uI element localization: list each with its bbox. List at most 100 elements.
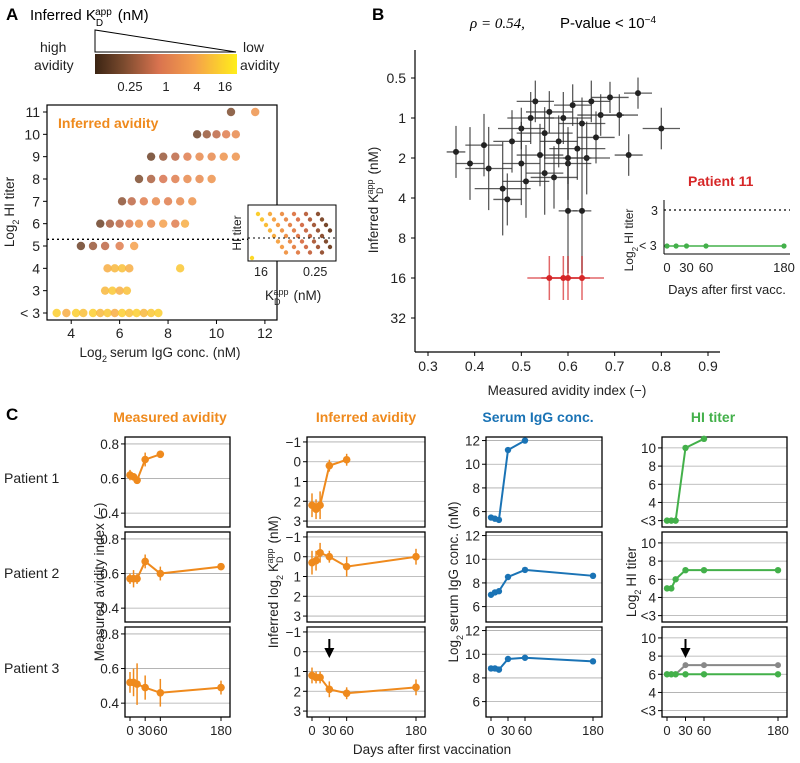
data-point [574, 145, 581, 152]
inset-point [303, 244, 309, 250]
c-series-point [682, 566, 689, 574]
c-series-point [342, 689, 351, 698]
inset-point [283, 217, 289, 222]
c-y-tick-label: 4 [648, 495, 656, 510]
data-point [467, 160, 473, 167]
c-series-point [312, 556, 320, 565]
data-point [658, 125, 665, 132]
c-y-tick-label: 10 [641, 536, 656, 551]
rho-annotation: ρ = 0.54, [469, 16, 525, 32]
b-y-tick-label: 32 [390, 310, 406, 326]
inset-point [315, 228, 321, 233]
data-point [565, 155, 571, 161]
panel-b-ylabel: Inferred KDapp(nM) [365, 147, 385, 254]
c-y-tick-label: 0.6 [100, 472, 119, 487]
c-frame [306, 436, 426, 528]
panel-b-xlabel: Measured avidity index (−) [488, 383, 647, 398]
c-x-tick-label: 180 [405, 723, 427, 738]
inset-point [275, 222, 281, 228]
col-title-hi: HI titer [691, 409, 736, 425]
scatter-point [115, 219, 124, 228]
scatter-point [231, 130, 241, 139]
c-frame [124, 626, 231, 718]
data-point [485, 165, 492, 172]
c-y-tick-label: 10 [465, 647, 480, 662]
pvalue-annotation: P-value < 10−4 [560, 15, 656, 33]
c-series-point [141, 455, 149, 464]
b-x-tick-label: 0.8 [652, 358, 672, 374]
c-x-tick-label: 30 [678, 723, 692, 738]
c-frame [485, 531, 603, 623]
inset-tick-025: 0.25 [303, 265, 327, 279]
c-subplot: −1 0 1 2 3 [286, 530, 426, 624]
c-series-point [316, 501, 324, 510]
x-tick-label: 12 [257, 325, 273, 341]
c-series-point [325, 552, 334, 561]
c-series-point [589, 572, 597, 580]
c-y-tick-label: 1 [293, 475, 301, 490]
c-x-tick-label: 60 [153, 723, 167, 738]
data-point [588, 98, 595, 105]
data-point [481, 142, 487, 149]
y-tick-label: 10 [24, 126, 40, 142]
c-y-tick-label: 0.8 [100, 532, 119, 547]
c-y-tick-label: 10 [465, 457, 480, 472]
c-y-tick-label: 0 [293, 455, 301, 470]
scatter-point [79, 308, 88, 318]
scatter-point [117, 264, 127, 273]
c-y-tick-label: 2 [293, 589, 301, 604]
c-y-tick-label: 12 [465, 624, 480, 639]
c-series-point [700, 671, 708, 678]
scatter-point [52, 308, 61, 318]
panel-a-xlabel: Log2 serum IgG conc. (nM) [79, 345, 240, 364]
panel-a-axes [46, 104, 278, 321]
panel-c: C Measured avidity Inferred avidity Seru… [4, 405, 789, 757]
c-y-tick-label: 8 [472, 481, 480, 496]
c-y-tick-label: 10 [641, 441, 656, 456]
c-series-point [156, 569, 165, 578]
c-y-tick-label: <3 [641, 514, 656, 529]
inset-point [303, 211, 309, 217]
inset-point [279, 211, 285, 217]
c-y-tick-label: −1 [286, 530, 301, 545]
c-y-tick-label: 10 [641, 631, 656, 646]
scatter-point [146, 174, 156, 184]
col-title-measured: Measured avidity [113, 409, 227, 425]
b-x-tick-label: 0.6 [558, 358, 578, 374]
c-y-tick-label: 6 [472, 505, 480, 520]
data-point [532, 98, 539, 105]
inset-point [327, 228, 333, 233]
scatter-point [202, 130, 211, 139]
c-y-tick-label: <3 [641, 609, 656, 624]
y-tick-label: 7 [32, 193, 40, 209]
inset-point [327, 244, 333, 250]
c-y-tick-label: 8 [648, 649, 656, 664]
c-y-tick-label: 8 [648, 459, 656, 474]
scatter-point [231, 152, 241, 161]
scatter-point [251, 107, 260, 117]
scatter-point [134, 174, 144, 184]
row-label-patient-3: Patient 3 [4, 660, 59, 676]
c-y-tick-label: 0.4 [100, 506, 119, 521]
low-label-2: avidity [240, 57, 280, 73]
panel-b-points [446, 77, 680, 300]
scatter-point [125, 308, 134, 318]
scatter-point [108, 286, 117, 295]
panel-b-ticks: 0.3 0.4 0.5 0.6 0.7 0.8 0.9 0.5 1 2 4 8 16 32 [387, 70, 718, 374]
scatter-point [132, 308, 141, 318]
c-subplot: 0.8 0.6 0.4 [100, 531, 231, 623]
c-x-tick-label: 60 [518, 723, 532, 738]
y-tick-label: 4 [32, 260, 40, 276]
c-ylabel-igg: Log2serum IgG conc. (nM) [446, 501, 465, 662]
c-y-tick-label: 3 [293, 704, 301, 719]
scatter-point [183, 152, 192, 161]
inset-point [279, 244, 285, 250]
c-series-point [412, 552, 420, 561]
low-label-1: low [243, 39, 265, 55]
c-frame [485, 436, 603, 528]
c-y-tick-label: <3 [641, 704, 656, 719]
c-x-tick-label: 30 [501, 723, 515, 738]
inset-b-xtick: 60 [699, 260, 713, 275]
scatter-point [125, 219, 134, 228]
